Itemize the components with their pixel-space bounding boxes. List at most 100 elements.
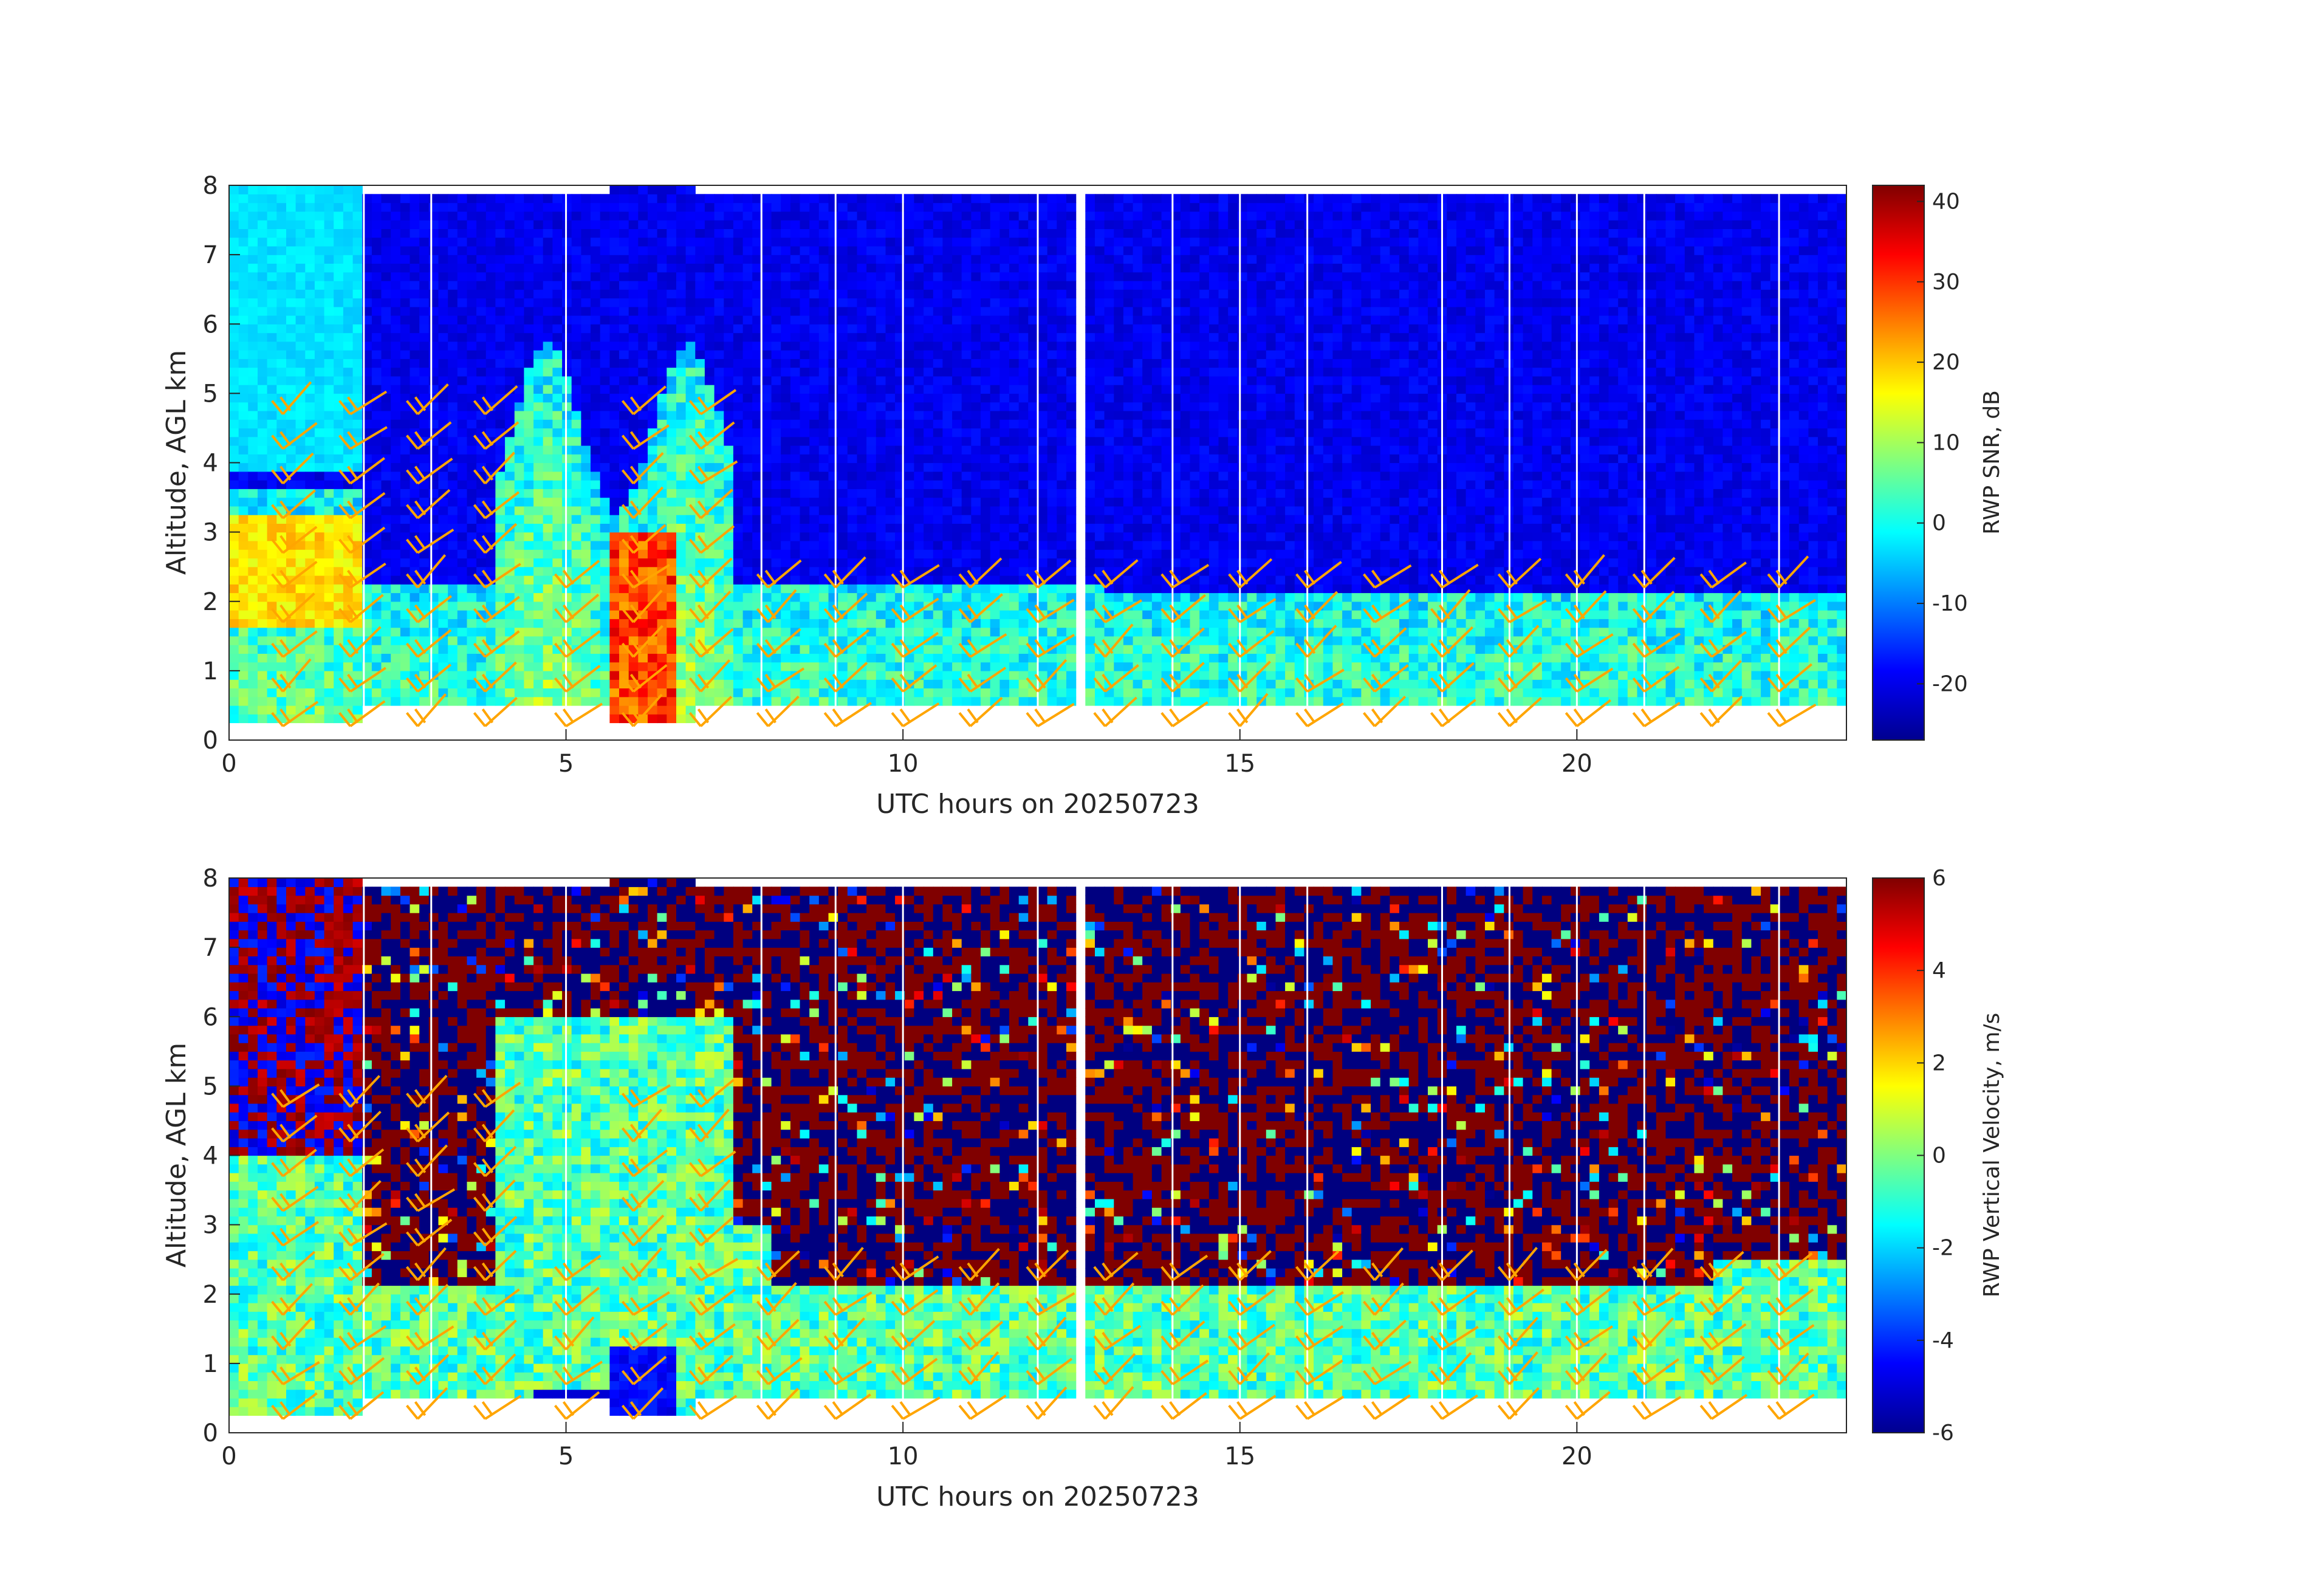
heatmap-cell [1018, 601, 1029, 611]
heatmap-cell [352, 211, 363, 221]
heatmap-cell [600, 653, 610, 663]
heatmap-cell [857, 332, 867, 342]
heatmap-cell [419, 480, 430, 489]
heatmap-cell [724, 315, 734, 324]
heatmap-cell [485, 341, 496, 351]
heatmap-cell [248, 350, 258, 359]
heatmap-cell [704, 272, 715, 281]
heatmap-cell [609, 298, 620, 307]
heatmap-cell [391, 688, 401, 698]
heatmap-cell [657, 714, 667, 724]
heatmap-cell [866, 402, 877, 411]
heatmap-cell [809, 228, 820, 238]
heatmap-cell [904, 480, 915, 489]
heatmap-cell [648, 645, 658, 654]
heatmap-cell [505, 558, 515, 568]
heatmap-cell [818, 410, 829, 420]
heatmap-cell [314, 341, 325, 351]
heatmap-cell [533, 489, 544, 498]
heatmap-cell [334, 462, 344, 472]
heatmap-cell [914, 662, 924, 671]
heatmap-cell [638, 696, 648, 706]
heatmap-cell [971, 601, 981, 611]
heatmap-cell [667, 350, 677, 359]
heatmap-cell [952, 211, 962, 221]
heatmap-cell [552, 280, 563, 290]
heatmap-cell [648, 332, 658, 342]
heatmap-cell [314, 324, 325, 334]
heatmap-cell [924, 428, 934, 437]
heatmap-cell [876, 393, 886, 403]
heatmap-cell [866, 332, 877, 342]
heatmap-cell [971, 255, 981, 264]
heatmap-cell [533, 523, 544, 533]
heatmap-cell [238, 445, 249, 454]
heatmap-cell [505, 645, 515, 654]
heatmap-cell [258, 506, 268, 515]
heatmap-cell [924, 341, 934, 351]
heatmap-cell [676, 653, 687, 663]
heatmap-cell [933, 540, 944, 550]
heatmap-cell [876, 592, 886, 602]
heatmap-cell [885, 454, 896, 464]
heatmap-cell [695, 341, 705, 351]
heatmap-cell [761, 255, 772, 264]
heatmap-cell [410, 237, 420, 247]
heatmap-cell [876, 462, 886, 472]
heatmap-cell [229, 610, 239, 619]
heatmap-cell [543, 376, 553, 385]
heatmap-cell [714, 480, 724, 489]
heatmap-cell [552, 272, 563, 281]
heatmap-cell [657, 341, 667, 351]
heatmap-cell [714, 280, 724, 290]
heatmap-cell [752, 228, 763, 238]
heatmap-cell [591, 575, 601, 585]
heatmap-cell [752, 515, 763, 524]
heatmap-cell [809, 653, 820, 663]
heatmap-cell [914, 540, 924, 550]
heatmap-cell [324, 289, 334, 299]
heatmap-cell [876, 228, 886, 238]
heatmap-cell [648, 185, 658, 194]
heatmap-cell [314, 202, 325, 212]
heatmap-cell [904, 523, 915, 533]
heatmap-cell [828, 515, 838, 524]
heatmap-cell [457, 341, 468, 351]
heatmap-cell [857, 549, 867, 559]
heatmap-cell [609, 497, 620, 507]
heatmap-cell [314, 532, 325, 541]
heatmap-cell [562, 228, 572, 238]
heatmap-cell [334, 202, 344, 212]
heatmap-cell [314, 185, 325, 194]
heatmap-cell [733, 489, 744, 498]
heatmap-cell [724, 575, 734, 585]
heatmap-cell [685, 185, 696, 194]
heatmap-cell [818, 245, 829, 255]
heatmap-cell [885, 619, 896, 628]
heatmap-cell [714, 419, 724, 429]
heatmap-cell [818, 670, 829, 680]
heatmap-cell [562, 298, 572, 307]
heatmap-cell [485, 263, 496, 273]
heatmap-cell [562, 540, 572, 550]
heatmap-cell [761, 402, 772, 411]
heatmap-cell [467, 471, 477, 481]
heatmap-cell [495, 584, 506, 594]
heatmap-cell [971, 202, 981, 212]
heatmap-cell [771, 454, 781, 464]
heatmap-cell [258, 601, 268, 611]
heatmap-cell [258, 385, 268, 394]
heatmap-cell [971, 428, 981, 437]
heatmap-cell [800, 367, 810, 377]
heatmap-cell [781, 619, 791, 628]
heatmap-cell [524, 436, 534, 446]
heatmap-cell [676, 705, 687, 715]
heatmap-cell [505, 202, 515, 212]
heatmap-cell [771, 471, 781, 481]
heatmap-cell [371, 263, 382, 273]
heatmap-cell [533, 454, 544, 464]
heatmap-cell [809, 194, 820, 204]
heatmap-cell [866, 341, 877, 351]
heatmap-cell [771, 462, 781, 472]
heatmap-cell [609, 445, 620, 454]
